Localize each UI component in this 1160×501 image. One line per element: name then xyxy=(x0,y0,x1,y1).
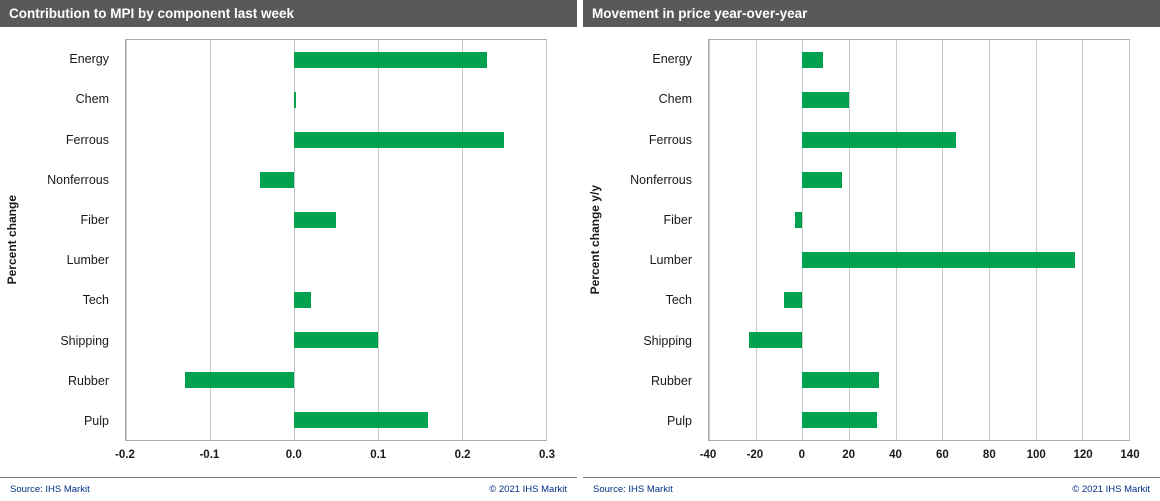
bar-lumber xyxy=(802,252,1076,268)
bar-fiber xyxy=(294,212,336,228)
x-tick-label: 120 xyxy=(1073,449,1093,461)
panel-footer: Source: IHS Markit © 2021 IHS Markit xyxy=(583,477,1160,501)
plot-area xyxy=(708,39,1130,441)
category-label-nonferrous: Nonferrous xyxy=(630,172,692,187)
category-label-energy: Energy xyxy=(652,52,692,67)
x-tick-label: -0.1 xyxy=(199,449,220,461)
bar-shipping xyxy=(294,332,378,348)
copyright-text: © 2021 IHS Markit xyxy=(489,484,567,495)
bar-shipping xyxy=(748,332,803,348)
x-tick-label: 40 xyxy=(889,449,902,461)
x-tick-label: 0.1 xyxy=(370,449,387,461)
x-tick-label: 0.3 xyxy=(539,449,555,461)
gridline xyxy=(378,40,379,440)
bar-ferrous xyxy=(802,132,957,148)
x-tick-label: 80 xyxy=(982,449,996,461)
category-label-fiber: Fiber xyxy=(663,212,692,227)
bar-pulp xyxy=(294,412,429,428)
x-tick-label: 0 xyxy=(798,449,805,461)
gridline xyxy=(755,40,757,440)
source-text: Source: IHS Markit xyxy=(593,484,673,495)
copyright-text: © 2021 IHS Markit xyxy=(1072,484,1150,495)
gridline xyxy=(1082,40,1084,440)
x-tick-label: -40 xyxy=(699,449,717,461)
x-tick-label: 0.2 xyxy=(454,449,471,461)
chart-contribution-mpi: Percent change Energy Chem Ferrous Nonferro… xyxy=(0,27,577,477)
category-label-ferrous: Ferrous xyxy=(648,132,692,147)
bar-chem xyxy=(294,92,296,108)
x-axis-ticks: -0.2 -0.1 0.0 0.1 0.2 0.3 xyxy=(115,449,555,465)
chart-title: Movement in price year-over-year xyxy=(583,0,1160,27)
y-axis-label: Percent change xyxy=(5,195,19,285)
category-label-tech: Tech xyxy=(665,293,692,308)
gridline xyxy=(1035,40,1037,440)
category-label-lumber: Lumber xyxy=(66,253,109,268)
category-label-energy: Energy xyxy=(69,52,109,67)
y-axis-label-wrap: Percent change y/y xyxy=(585,39,605,441)
category-label-shipping: Shipping xyxy=(643,333,692,348)
x-axis-ticks: -40 -20 0 20 40 60 80 100 120 140 xyxy=(700,449,1140,465)
category-label-pulp: Pulp xyxy=(666,413,692,428)
gridline xyxy=(546,40,547,440)
category-label-shipping: Shipping xyxy=(60,333,109,348)
bar-rubber xyxy=(184,372,294,388)
category-label-rubber: Rubber xyxy=(651,373,692,388)
x-tick-label: 140 xyxy=(1120,449,1140,461)
category-axis: Energy Chem Ferrous Nonferrous Fiber Lumber Te… xyxy=(605,39,700,441)
x-tick-label: -0.2 xyxy=(115,449,135,461)
gridline xyxy=(210,40,211,440)
source-text: Source: IHS Markit xyxy=(10,484,90,495)
bar-tech xyxy=(294,292,311,308)
y-axis-label-wrap: Percent change xyxy=(2,39,22,441)
category-label-fiber: Fiber xyxy=(80,212,109,227)
bar-pulp xyxy=(802,412,877,428)
bar-nonferrous xyxy=(260,172,294,188)
category-label-pulp: Pulp xyxy=(83,413,109,428)
chart-title: Contribution to MPI by component last we… xyxy=(0,0,577,27)
gridline xyxy=(988,40,990,440)
category-axis: Energy Chem Ferrous Nonferrous Fiber Lumber Te… xyxy=(22,39,117,441)
bar-energy xyxy=(294,52,488,68)
category-label-chem: Chem xyxy=(75,92,109,107)
bar-ferrous xyxy=(294,132,504,148)
category-label-rubber: Rubber xyxy=(68,373,109,388)
gridline xyxy=(462,40,463,440)
category-label-nonferrous: Nonferrous xyxy=(47,172,109,187)
bar-nonferrous xyxy=(802,172,842,188)
panel-price-movement: Movement in price year-over-year Percent… xyxy=(583,0,1160,501)
category-label-tech: Tech xyxy=(82,293,109,308)
plot-area xyxy=(125,39,547,441)
gridline xyxy=(126,40,127,440)
gridline xyxy=(1129,40,1130,440)
bar-energy xyxy=(802,52,824,68)
category-label-ferrous: Ferrous xyxy=(65,132,109,147)
bar-fiber xyxy=(795,212,803,228)
panel-contribution-mpi: Contribution to MPI by component last we… xyxy=(0,0,577,501)
gridline xyxy=(895,40,897,440)
bar-chem xyxy=(802,92,849,108)
chart-price-movement: Percent change y/y Energy Chem Ferrous Nonf… xyxy=(583,27,1160,477)
x-tick-label: -20 xyxy=(746,449,764,461)
bar-rubber xyxy=(802,372,880,388)
gridline xyxy=(802,40,804,440)
x-tick-label: 60 xyxy=(936,449,949,461)
gridline xyxy=(709,40,710,440)
y-axis-label: Percent change y/y xyxy=(588,185,602,295)
x-tick-label: 100 xyxy=(1026,449,1046,461)
panel-footer: Source: IHS Markit © 2021 IHS Markit xyxy=(0,477,577,501)
x-tick-label: 0.0 xyxy=(285,449,302,461)
gridline xyxy=(848,40,850,440)
category-label-lumber: Lumber xyxy=(649,253,692,268)
gridline xyxy=(942,40,944,440)
x-tick-label: 20 xyxy=(842,449,856,461)
gridline xyxy=(294,40,295,440)
category-label-chem: Chem xyxy=(658,92,692,107)
bar-tech xyxy=(783,292,803,308)
